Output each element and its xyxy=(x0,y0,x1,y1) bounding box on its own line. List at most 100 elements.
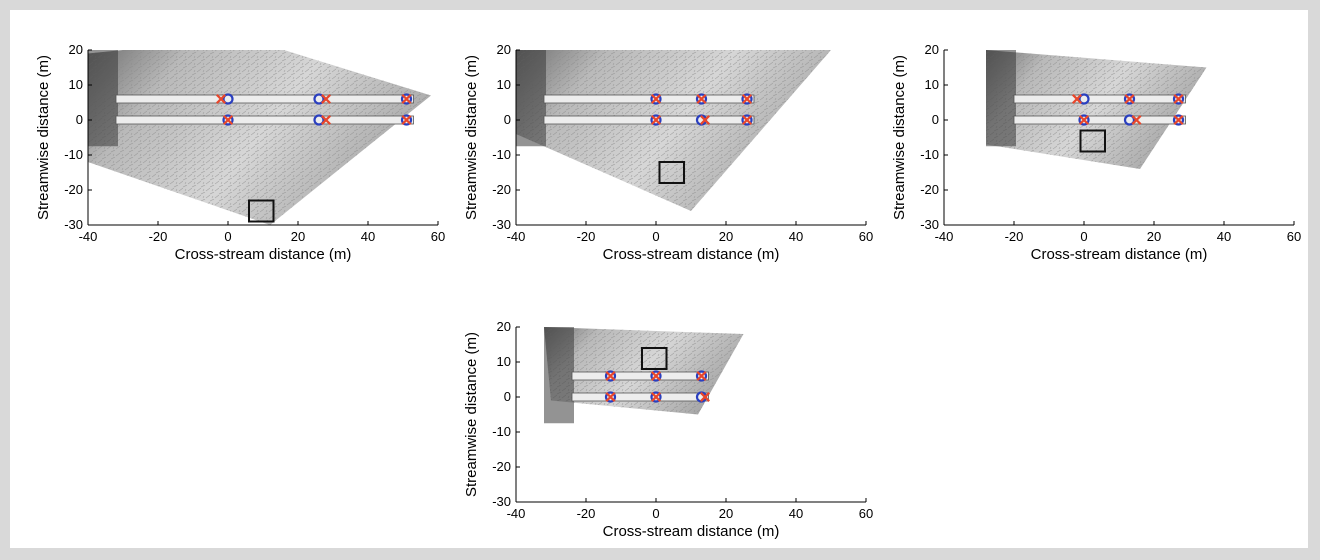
gcp-circle-marker xyxy=(695,370,708,382)
y-tick-label: 20 xyxy=(925,42,939,57)
y-axis-label: Streamwise distance (m) xyxy=(463,55,480,220)
gcp-circle-marker xyxy=(1078,114,1090,126)
gcp-circle-marker xyxy=(1123,93,1136,105)
gcp-circle-marker xyxy=(313,93,325,105)
gcp-circle-marker xyxy=(695,93,708,105)
x-tick-label: 0 xyxy=(224,229,231,244)
panel-2: -40 -20 0 20 40 60 -30 -20 -10 0 10 20 Cross-stream … xyxy=(458,42,878,280)
gcp-cross-marker xyxy=(216,94,226,104)
x-tick-label: 20 xyxy=(719,229,733,244)
gcp-cross-marker xyxy=(321,115,331,125)
y-tick-label: 10 xyxy=(925,77,939,92)
y-tick-label: 20 xyxy=(69,42,83,57)
gcp-cross-marker xyxy=(1072,94,1082,104)
bridge-rail-1 xyxy=(115,94,414,104)
gcp-circle-marker xyxy=(650,391,662,403)
gcp-cross-marker xyxy=(651,115,661,125)
chart-4: -40 -20 0 20 40 60 -30 -20 -10 0 10 20 Cross-stream … xyxy=(463,319,873,540)
vegetation xyxy=(516,50,546,147)
x-tick-label: -40 xyxy=(935,229,954,244)
gcp-circle-marker xyxy=(650,93,662,105)
image-texture xyxy=(516,50,831,211)
y-tick-label: -20 xyxy=(64,182,83,197)
y-tick-label: 0 xyxy=(76,112,83,127)
bridge-rail-2 xyxy=(571,392,709,402)
gcp-circle-marker xyxy=(604,391,617,403)
gcp-cross-marker xyxy=(1131,115,1142,125)
x-tick-label: 0 xyxy=(1080,229,1087,244)
y-tick-label: -30 xyxy=(492,494,511,509)
gcp-cross-marker xyxy=(651,371,661,381)
gcp-circle-marker xyxy=(604,370,617,382)
gcp-circle-marker xyxy=(222,114,234,126)
x-tick-label: 20 xyxy=(1147,229,1161,244)
x-tick-label: 60 xyxy=(431,229,445,244)
x-tick-label: 20 xyxy=(291,229,305,244)
x-tick-label: -20 xyxy=(149,229,168,244)
region-box xyxy=(658,161,685,184)
gcp-cross-marker xyxy=(696,94,707,104)
bridge-rail-1 xyxy=(543,94,755,104)
gcp-cross-marker xyxy=(700,392,710,402)
y-tick-label: -20 xyxy=(492,182,511,197)
y-tick-label: -10 xyxy=(492,147,511,162)
y-axis-label: Streamwise distance (m) xyxy=(463,332,480,497)
x-tick-label: -40 xyxy=(79,229,98,244)
bridge-rail-1 xyxy=(571,371,709,381)
gcp-circle-marker xyxy=(1172,114,1185,126)
x-tick-label: 0 xyxy=(652,506,659,521)
y-tick-label: 20 xyxy=(497,42,511,57)
gcp-circle-marker xyxy=(1078,93,1090,105)
gcp-cross-marker xyxy=(651,94,661,104)
y-tick-label: -30 xyxy=(920,217,939,232)
x-tick-label: -20 xyxy=(577,229,596,244)
x-tick-label: 40 xyxy=(789,506,803,521)
gcp-circle-marker xyxy=(313,114,325,126)
x-tick-label: -40 xyxy=(507,506,526,521)
y-tick-label: 10 xyxy=(497,354,511,369)
panel-1: -40 -20 0 20 40 60 -30 -20 -10 0 10 20 Cross-stream … xyxy=(30,42,450,280)
y-axis-label: Streamwise distance (m) xyxy=(891,55,908,220)
x-tick-label: 20 xyxy=(719,506,733,521)
gcp-circle-marker xyxy=(400,114,413,126)
y-tick-label: 0 xyxy=(504,112,511,127)
panel-3: -40 -20 0 20 40 60 -30 -20 -10 0 10 20 Cross-stream … xyxy=(886,42,1306,280)
y-tick-label: 10 xyxy=(497,77,511,92)
gcp-cross-marker xyxy=(1124,94,1135,104)
y-tick-label: 0 xyxy=(504,389,511,404)
gcp-cross-marker xyxy=(742,94,752,104)
x-tick-label: 60 xyxy=(1287,229,1301,244)
gcp-circle-marker xyxy=(1123,114,1136,126)
gcp-cross-marker xyxy=(321,94,331,104)
x-tick-label: -40 xyxy=(507,229,526,244)
bridge-rail-2 xyxy=(1013,115,1186,125)
vegetation xyxy=(544,327,574,424)
x-axis-label: Cross-stream distance (m) xyxy=(1031,246,1208,263)
y-tick-label: -20 xyxy=(920,182,939,197)
bridge-rail-1 xyxy=(1013,94,1186,104)
gcp-cross-marker xyxy=(401,94,412,104)
y-tick-label: -10 xyxy=(492,424,511,439)
gcp-cross-marker xyxy=(1079,115,1089,125)
y-tick-label: 0 xyxy=(932,112,939,127)
bridge-rail-2 xyxy=(115,115,414,125)
y-tick-label: 10 xyxy=(69,77,83,92)
vegetation xyxy=(88,50,118,147)
region-box xyxy=(641,347,668,370)
y-tick-label: -10 xyxy=(920,147,939,162)
y-tick-label: -10 xyxy=(64,147,83,162)
x-axis-label: Cross-stream distance (m) xyxy=(175,246,352,263)
chart-1: -40 -20 0 20 40 60 -30 -20 -10 0 10 20 Cross-stream … xyxy=(35,42,445,263)
y-tick-label: -30 xyxy=(492,217,511,232)
gcp-circle-marker xyxy=(741,114,753,126)
gcp-circle-marker xyxy=(222,93,234,105)
x-tick-label: 0 xyxy=(652,229,659,244)
image-texture xyxy=(986,50,1207,169)
x-tick-label: 60 xyxy=(859,506,873,521)
x-tick-label: -20 xyxy=(1005,229,1024,244)
figure: -40 -20 0 20 40 60 -30 -20 -10 0 10 20 Cross-stream … xyxy=(10,10,1308,548)
gcp-circle-marker xyxy=(400,93,413,105)
gcp-cross-marker xyxy=(1173,94,1184,104)
gcp-cross-marker xyxy=(651,392,661,402)
y-tick-label: -20 xyxy=(492,459,511,474)
